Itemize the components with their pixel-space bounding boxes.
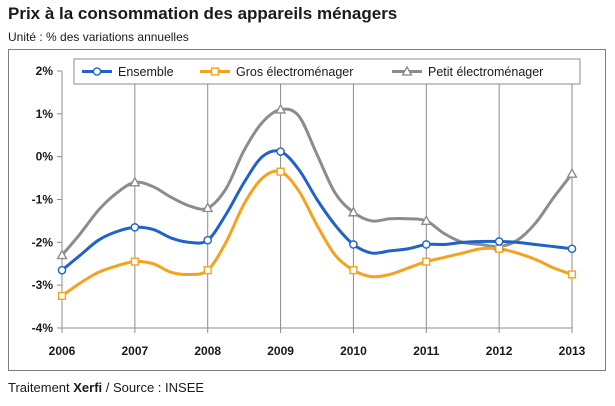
series-markers [56,103,578,300]
series-line-triangle [60,107,574,257]
chart-title: Prix à la consommation des appareils mén… [8,4,398,23]
data-point-square [495,244,504,253]
footer-brand: Xerfi [73,380,103,395]
data-point-square [130,257,139,266]
x-tick-label: 2008 [194,344,221,358]
data-point-triangle [347,206,360,217]
series-line-circle [60,149,574,272]
x-tick-label: 2012 [486,344,513,358]
y-tick-label: -4% [32,321,54,335]
data-point-triangle [566,167,578,178]
data-point-square [349,266,358,275]
footer-prefix: Traitement [8,380,74,395]
chart-frame [8,49,606,371]
data-point-triangle [56,249,68,260]
data-point-circle [349,240,358,249]
data-point-triangle [129,176,141,187]
data-point-square [203,266,212,275]
y-tick-label: 0% [36,150,54,164]
y-tick-label: -2% [32,235,54,249]
axes: 2% 1% 0% -1% -2% -3% -4% 2006 2007 2008 2009 2010 20… [32,64,586,358]
data-point-square [422,257,431,266]
footer-suffix: / Source : INSEE [102,380,205,395]
x-tick-label: 2013 [559,344,586,358]
series-lines [60,107,574,298]
x-tick-label: 2009 [267,344,294,358]
data-point-circle [276,147,285,156]
data-point-triangle [274,103,287,114]
data-point-circle [567,244,577,254]
chart-subtitle: Unité : % des variations annuelles [8,30,189,44]
y-tick-label: 1% [36,107,54,121]
y-tick-label: -1% [32,193,54,207]
legend-swatch-marker [401,65,413,76]
x-tick-label: 2007 [122,344,149,358]
data-point-square [567,270,577,279]
data-point-square [57,291,67,300]
series-line-square [60,169,574,298]
legend-box [73,58,581,85]
y-tick-label: -3% [32,278,54,292]
legend: Ensemble Gros électroménager Petit électro… [73,58,581,85]
grid-lines [134,71,573,328]
data-point-circle [421,240,431,249]
legend-entry-label: Gros électroménager [236,65,353,79]
x-tick-label: 2006 [49,344,76,358]
x-tick-label: 2011 [413,344,439,358]
data-point-triangle [420,214,432,226]
legend-entry-label: Ensemble [118,65,174,79]
data-point-triangle [202,202,214,213]
legend-entry-label: Petit électroménager [428,65,543,79]
data-point-circle [57,265,67,275]
legend-swatch-marker [210,67,220,76]
data-point-circle [203,235,213,245]
y-tick-label: 2% [36,64,54,78]
data-point-square [276,167,285,176]
data-point-circle [130,223,140,232]
source-footer: Traitement Xerfi / Source : INSEE [8,380,204,395]
legend-swatch-marker [92,67,102,76]
x-tick-label: 2010 [340,344,367,358]
data-point-circle [494,237,504,246]
